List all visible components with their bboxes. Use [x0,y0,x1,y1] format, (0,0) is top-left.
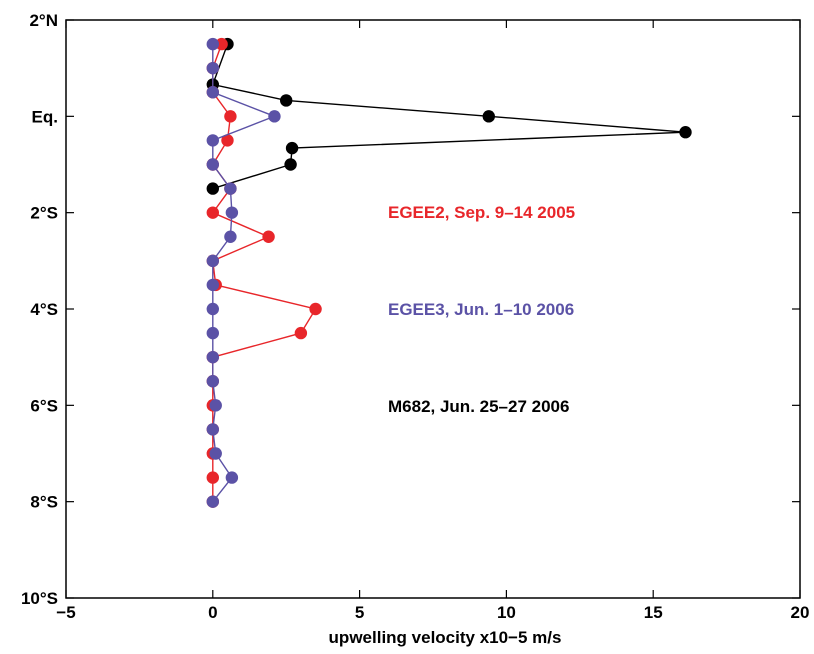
data-point [224,230,237,243]
data-point [221,134,234,147]
y-axis: 2°N Eq. 2°S 4°S 6°S 8°S 10°S [21,11,800,608]
x-tick-label: −5 [56,603,75,622]
x-axis: −5 0 5 10 15 20 [56,20,809,622]
data-point [206,350,219,364]
y-tick-label: 8°S [30,493,58,512]
legend-entry: EGEE2, Sep. 9–14 2005 [388,203,575,222]
data-point [206,495,219,508]
data-point [679,126,692,139]
data-point [206,182,219,195]
data-point [268,110,281,123]
x-tick-label: 20 [791,603,810,622]
y-tick-label: Eq. [32,107,58,126]
data-point [209,399,222,412]
legend-entry: EGEE3, Jun. 1–10 2006 [388,300,574,319]
x-tick-label: 5 [355,603,364,622]
data-point [262,230,275,243]
data-point [285,141,299,155]
data-point [206,423,219,436]
data-point [206,326,219,340]
y-tick-label: 6°S [30,396,58,415]
data-point [482,110,495,123]
data-point [280,94,293,107]
series-layer [206,37,692,508]
y-tick-label: 2°N [29,11,58,30]
y-tick-label: 2°S [30,204,58,223]
data-point [206,375,219,388]
data-point [206,254,219,268]
data-point [206,37,219,51]
data-point [206,302,219,316]
x-axis-title: upwelling velocity x10−5 m/s [329,628,562,647]
data-point [224,182,237,195]
data-point [206,471,219,484]
y-tick-label: 4°S [30,300,58,319]
data-point [206,278,219,292]
legend-entry: M682, Jun. 25–27 2006 [388,397,569,416]
legend: EGEE2, Sep. 9–14 2005 EGEE3, Jun. 1–10 20… [388,203,575,416]
data-point [209,447,222,460]
x-tick-label: 15 [644,603,663,622]
series-2 [206,37,281,508]
data-point [294,326,308,340]
data-point [225,206,239,219]
y-tick-label: 10°S [21,589,58,608]
data-point [206,86,219,99]
data-point [224,110,237,123]
data-point [309,302,322,316]
data-point [206,206,219,219]
x-tick-label: 10 [497,603,516,622]
data-point [215,37,228,51]
data-point [206,134,219,147]
data-point [206,158,219,171]
x-tick-label: 0 [208,603,217,622]
data-point [284,158,297,171]
data-point [206,61,219,75]
data-point [225,471,239,484]
